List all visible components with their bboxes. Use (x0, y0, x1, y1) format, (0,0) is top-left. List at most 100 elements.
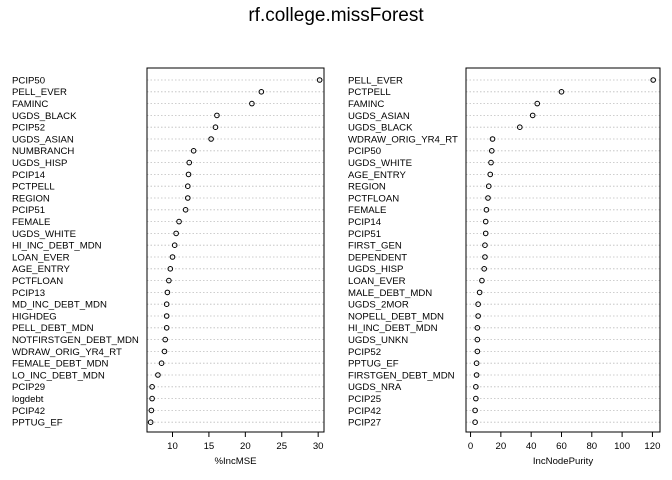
incmse-variable-label: PELL_EVER (12, 87, 67, 98)
incmse-point (186, 159, 193, 166)
incnodepurity-point (485, 183, 492, 189)
incmse-variable-label: HI_INC_DEBT_MDN (12, 241, 102, 252)
incnodepurity-variable-label: HI_INC_DEBT_MDN (348, 323, 438, 334)
incmse-x-tick-label: 30 (313, 441, 324, 452)
incnodepurity-point (474, 348, 481, 355)
incnodepurity-point (476, 289, 483, 296)
incnodepurity-variable-label: UGDS_BLACK (348, 123, 413, 134)
incmse-variable-label: PCTFLOAN (12, 276, 63, 287)
incnodepurity-x-tick-label: 120 (644, 441, 660, 452)
incmse-point (148, 407, 155, 414)
incmse-variable-label: AGE_ENTRY (12, 264, 71, 275)
incmse-point (161, 348, 168, 355)
incnodepurity-variable-label: LOAN_EVER (348, 276, 406, 287)
incnodepurity-point (485, 195, 491, 201)
incmse-point (163, 301, 170, 308)
incnodepurity-point (479, 277, 485, 284)
incmse-variable-label: UGDS_HISP (12, 158, 67, 169)
incnodepurity-variable-label: FEMALE (348, 205, 386, 216)
incmse-variable-label: FEMALE_DEBT_MDN (12, 359, 109, 370)
incnodepurity-variable-label: PPTUG_EF (348, 359, 399, 370)
incnodepurity-variable-label: UGDS_HISP (348, 264, 403, 275)
incmse-point (164, 289, 171, 296)
incmse-plot-frame (146, 67, 325, 433)
incmse-point (155, 372, 161, 378)
incnodepurity-x-axis-title: IncNodePurity (533, 456, 593, 467)
incmse-variable-label: PCIP51 (12, 205, 45, 216)
incnodepurity-point (558, 89, 565, 95)
incnodepurity-x-tick-label: 60 (556, 441, 567, 452)
incnodepurity-variable-label: PCIP25 (348, 394, 381, 405)
incmse-variable-label: MD_INC_DEBT_MDN (12, 300, 107, 311)
incnodepurity-point (474, 336, 481, 343)
incnodepurity-variable-label: UGDS_WHITE (348, 158, 412, 169)
incnodepurity-point (489, 136, 496, 142)
incmse-point (173, 230, 179, 237)
incnodepurity-point (482, 254, 488, 260)
incmse-variable-label: WDRAW_ORIG_YR4_RT (12, 347, 122, 358)
incmse-point (163, 313, 170, 319)
incnodepurity-x-tick-label: 40 (526, 441, 537, 452)
incmse-point (249, 100, 255, 107)
incnodepurity-point (529, 112, 536, 119)
incnodepurity-variable-label: UGDS_UNKN (348, 335, 408, 346)
incnodepurity-point (482, 230, 489, 237)
incnodepurity-variable-label: PCTFLOAN (348, 193, 399, 204)
incmse-variable-label: PCIP14 (12, 170, 46, 181)
incnodepurity-point (473, 360, 480, 367)
incnodepurity-variable-label: PCTPELL (348, 87, 391, 98)
incnodepurity-variable-label: WDRAW_ORIG_YR4_RT (348, 134, 458, 145)
incnodepurity-point (473, 395, 479, 402)
incmse-variable-label: LO_INC_DEBT_MDN (12, 370, 105, 381)
incmse-point (184, 183, 191, 189)
incmse-x-tick-label: 15 (204, 441, 215, 452)
incnodepurity-point (482, 242, 488, 248)
incnodepurity-variable-label: UGDS_2MOR (348, 300, 409, 311)
incmse-point (167, 266, 174, 272)
incmse-point (147, 419, 154, 426)
incnodepurity-point (488, 148, 495, 154)
incmse-point (149, 395, 155, 402)
incnodepurity-point (483, 207, 490, 213)
incnodepurity-point (475, 313, 481, 319)
incmse-variable-label: REGION (12, 193, 50, 204)
incmse-variable-label: PCTPELL (12, 182, 55, 193)
incnodepurity-variable-label: FIRSTGEN_DEBT_MDN (348, 370, 455, 381)
incnodepurity-point (473, 384, 479, 390)
incmse-variable-label: LOAN_EVER (12, 252, 70, 263)
incmse-point (184, 195, 191, 201)
incnodepurity-variable-label: PCIP14 (348, 217, 382, 228)
incnodepurity-point (472, 419, 478, 426)
incnodepurity-x-tick-label: 100 (614, 441, 630, 452)
incnodepurity-point (472, 407, 478, 414)
incmse-variable-label: PCIP29 (12, 382, 45, 393)
incmse-variable-label: HIGHDEG (12, 311, 57, 322)
incmse-point (158, 360, 165, 367)
incnodepurity-variable-label: PELL_EVER (348, 75, 403, 86)
incmse-variable-label: PCIP13 (12, 288, 45, 299)
incmse-x-tick-label: 20 (240, 441, 251, 452)
incmse-variable-label: PELL_DEBT_MDN (12, 323, 94, 334)
incmse-variable-label: NUMBRANCH (12, 146, 74, 157)
incmse-x-tick-label: 10 (167, 441, 178, 452)
incnodepurity-variable-label: PCIP42 (348, 406, 381, 417)
incmse-variable-label: logdebt (12, 394, 44, 405)
incnodepurity-variable-label: PCIP50 (348, 146, 381, 157)
incmse-point (208, 136, 214, 142)
incmse-variable-label: PPTUG_EF (12, 418, 63, 429)
incnodepurity-x-tick-label: 20 (496, 441, 507, 452)
incmse-point (163, 325, 170, 331)
incmse-point (185, 171, 192, 178)
incnodepurity-x-tick-label: 80 (586, 441, 597, 452)
incnodepurity-point (481, 266, 487, 272)
incnodepurity-variable-label: MALE_DEBT_MDN (348, 288, 432, 299)
incnodepurity-variable-label: FAMINC (348, 99, 384, 110)
incnodepurity-point (488, 159, 494, 166)
incmse-point (162, 336, 169, 343)
incmse-point (190, 148, 197, 154)
incnodepurity-point (473, 372, 480, 378)
incmse-point (316, 77, 323, 83)
incmse-variable-label: FEMALE (12, 217, 50, 228)
incnodepurity-variable-label: UGDS_NRA (348, 382, 402, 393)
incmse-point (214, 112, 220, 119)
